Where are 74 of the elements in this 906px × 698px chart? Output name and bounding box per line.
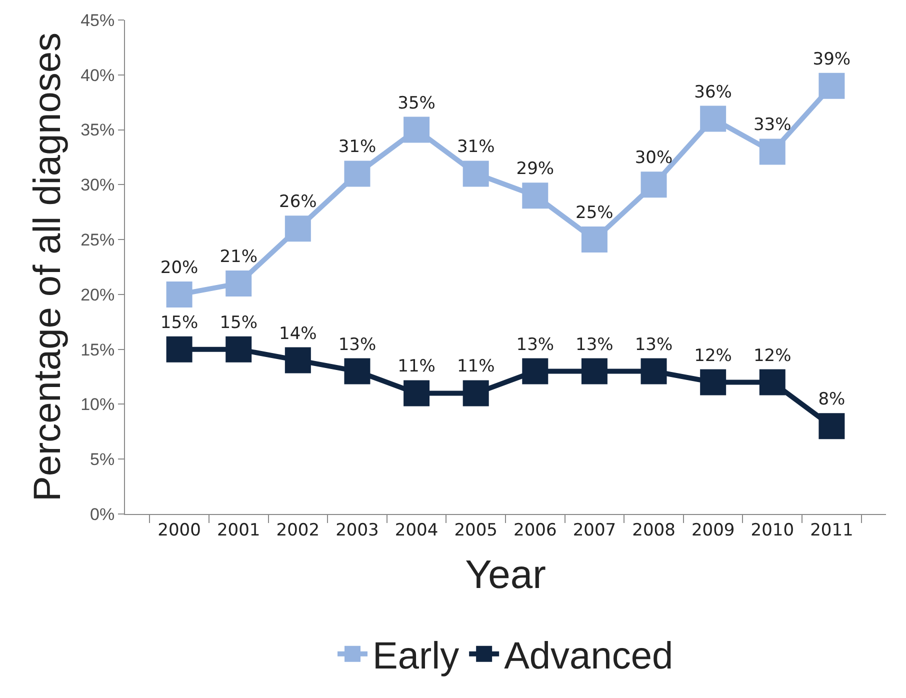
x-tick-label: 2002 (276, 520, 320, 540)
data-label: 35% (398, 93, 436, 114)
data-label: 20% (160, 258, 198, 278)
data-label: 11% (456, 356, 495, 377)
x-tick-label: 2007 (572, 520, 616, 540)
data-label: 25% (576, 203, 614, 224)
y-tick-label: 5% (90, 450, 115, 470)
point (166, 281, 192, 308)
data-label: 36% (694, 82, 732, 102)
point (522, 182, 548, 209)
data-label: 13% (516, 334, 554, 355)
point (818, 72, 845, 99)
point (818, 413, 845, 440)
y-axis-title: Percentage of all diagnoses (26, 32, 69, 502)
y-tick-label: 25% (80, 230, 115, 250)
y-tick-label: 45% (80, 10, 115, 30)
y-tick-label: 15% (80, 340, 115, 360)
y-tick-label: 10% (80, 395, 115, 414)
data-label: 26% (279, 192, 317, 212)
point (759, 138, 786, 165)
point (166, 336, 192, 362)
x-tick-label: 2005 (454, 520, 498, 540)
y-tick-label: 40% (80, 66, 115, 85)
data-label: 12% (753, 346, 792, 366)
y-tick-label: 30% (80, 176, 115, 195)
point (404, 116, 430, 143)
data-label: 39% (812, 49, 851, 70)
data-label: 15% (160, 312, 198, 333)
data-label: 21% (220, 246, 258, 267)
point (581, 358, 608, 384)
x-axis-title: Year (465, 552, 546, 597)
point (284, 216, 311, 242)
point (700, 369, 726, 396)
point (284, 347, 311, 374)
point (404, 380, 430, 406)
point (640, 172, 667, 198)
point (344, 358, 370, 384)
data-label: 11% (398, 356, 436, 377)
y-tick-label: 20% (80, 285, 115, 304)
x-tick-label: 2011 (810, 520, 854, 540)
data-label: 8% (818, 390, 846, 410)
legend-label: Early (372, 636, 460, 678)
x-tick-label: 2010 (750, 520, 794, 540)
point (759, 369, 786, 396)
y-tick-label: 35% (80, 120, 115, 140)
x-tick-label: 2003 (336, 520, 379, 540)
x-tick-label: 2004 (394, 520, 438, 540)
data-label: 29% (516, 159, 554, 180)
x-tick-label: 2008 (632, 520, 676, 540)
data-label: 31% (456, 137, 495, 158)
x-tick-label: 2006 (514, 520, 557, 540)
point (226, 336, 252, 362)
data-label: 13% (338, 334, 376, 355)
data-label: 31% (338, 137, 376, 158)
data-label: 13% (634, 334, 673, 355)
data-label: 14% (279, 324, 317, 344)
legend-label: Advanced (504, 636, 674, 678)
data-label: 15% (220, 312, 258, 333)
point (700, 106, 726, 132)
point (640, 358, 667, 384)
x-tick-label: 2009 (691, 520, 735, 540)
point (462, 380, 489, 406)
data-label: 13% (576, 334, 614, 355)
point (226, 270, 252, 296)
data-label: 12% (694, 346, 732, 366)
data-label: 30% (634, 148, 673, 168)
point (522, 358, 548, 384)
x-tick-label: 2001 (216, 520, 260, 540)
x-tick-label: 2000 (158, 520, 201, 540)
point (344, 160, 370, 187)
y-tick-label: 0% (90, 504, 115, 524)
point (462, 160, 489, 187)
point (581, 226, 608, 253)
data-label: 33% (753, 115, 792, 136)
